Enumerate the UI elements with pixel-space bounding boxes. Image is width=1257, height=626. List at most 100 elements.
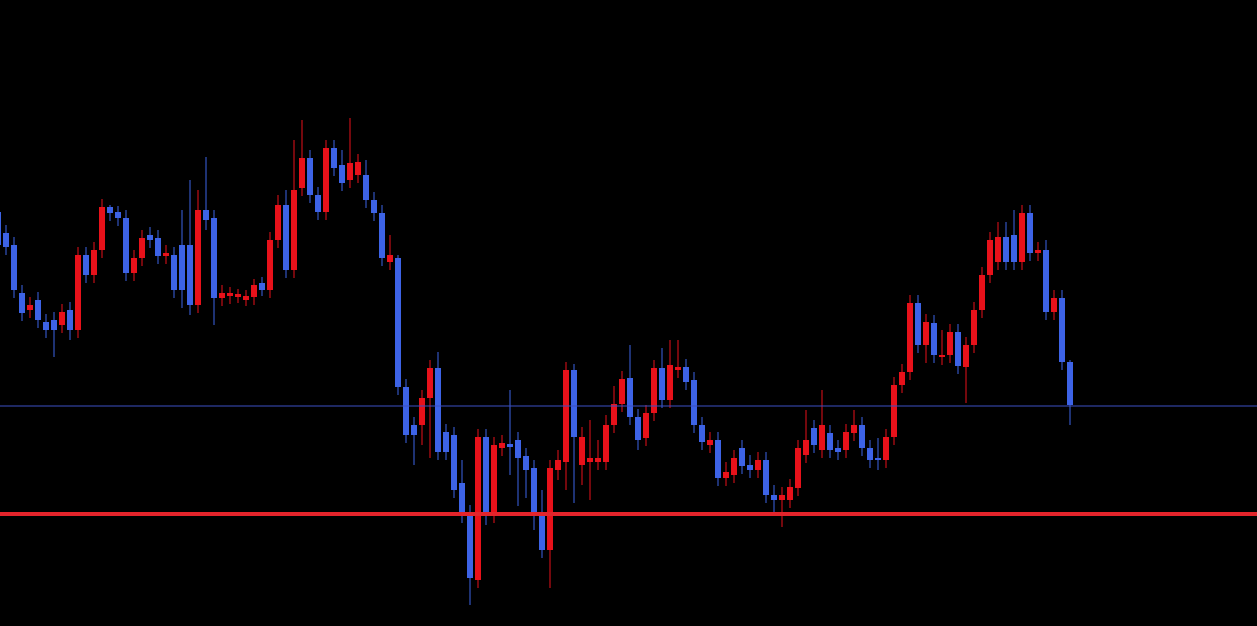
candle-body xyxy=(275,205,281,240)
candle-body xyxy=(699,425,705,442)
candle-body xyxy=(99,207,105,250)
candle-body xyxy=(531,468,537,512)
candle-body xyxy=(915,303,921,345)
candle-body xyxy=(1011,235,1017,262)
candle-body xyxy=(403,387,409,435)
candle-body xyxy=(459,483,465,515)
candle-body xyxy=(971,310,977,345)
candle-body xyxy=(43,322,49,330)
candle-body xyxy=(875,458,881,460)
candle-body xyxy=(659,368,665,400)
candle-body xyxy=(419,398,425,425)
candle-body xyxy=(635,417,641,440)
candle-body xyxy=(283,205,289,270)
candle-body xyxy=(827,433,833,450)
candle-body xyxy=(1035,250,1041,253)
candle-body xyxy=(171,255,177,290)
candle-body xyxy=(563,370,569,462)
candle-body xyxy=(795,448,801,488)
candle-body xyxy=(411,425,417,435)
candle-body xyxy=(363,175,369,200)
candle-body xyxy=(675,367,681,370)
candle-body xyxy=(67,310,73,330)
candle-body xyxy=(619,379,625,404)
candle-body xyxy=(1027,213,1033,253)
candle-body xyxy=(923,322,929,345)
candle-body xyxy=(899,372,905,385)
candle-body xyxy=(555,460,561,470)
candle-body xyxy=(139,238,145,258)
candle-body xyxy=(779,495,785,500)
candle-body xyxy=(395,258,401,387)
candle-body xyxy=(339,165,345,183)
candle-body xyxy=(427,368,433,398)
candle-body xyxy=(571,370,577,437)
candle-body xyxy=(387,255,393,262)
candle-body xyxy=(523,456,529,470)
candle-body xyxy=(323,148,329,212)
candle-body xyxy=(371,200,377,213)
candle-body xyxy=(515,440,521,458)
candle-body xyxy=(643,413,649,438)
candle-body xyxy=(35,300,41,320)
candle-body xyxy=(331,148,337,168)
candle-body xyxy=(755,460,761,470)
candle-body xyxy=(667,365,673,400)
candle-body xyxy=(259,283,265,290)
candle-body xyxy=(987,240,993,275)
candle-body xyxy=(603,425,609,462)
candle-body xyxy=(435,368,441,452)
candle-body xyxy=(75,255,81,330)
candle-body xyxy=(947,332,953,355)
candle-body xyxy=(907,303,913,372)
candle-body xyxy=(507,444,513,447)
candle-body xyxy=(835,448,841,452)
candle-body xyxy=(307,158,313,195)
candle-body xyxy=(979,275,985,310)
candle-body xyxy=(123,218,129,273)
candle-body xyxy=(611,404,617,425)
candle-body xyxy=(315,195,321,212)
candle-body xyxy=(475,437,481,580)
candle-body xyxy=(211,218,217,298)
candle-body xyxy=(963,345,969,367)
candle-body xyxy=(787,487,793,500)
candle-body xyxy=(883,437,889,460)
candle-body xyxy=(155,238,161,256)
candle-body xyxy=(451,435,457,490)
candle-body xyxy=(195,210,201,305)
candle-body xyxy=(107,207,113,213)
candle-body xyxy=(203,210,209,220)
candle-body xyxy=(131,258,137,273)
candle-body xyxy=(739,448,745,466)
candle-body xyxy=(579,437,585,465)
candle-body xyxy=(539,512,545,550)
candle-body xyxy=(1003,237,1009,262)
candle-body xyxy=(491,445,497,515)
candle-body xyxy=(27,305,33,310)
candle-body xyxy=(299,158,305,188)
candle-body xyxy=(91,250,97,275)
candle-body xyxy=(291,190,297,270)
candle-body xyxy=(51,320,57,330)
candle-body xyxy=(443,432,449,452)
candle-body xyxy=(163,253,169,256)
candle-body xyxy=(499,443,505,448)
candle-body xyxy=(83,255,89,275)
candle-body xyxy=(627,378,633,417)
candle-body xyxy=(355,162,361,175)
candle-body xyxy=(235,294,241,297)
candle-body xyxy=(803,440,809,455)
candle-body xyxy=(1019,213,1025,262)
candle-body xyxy=(147,235,153,240)
candle-body xyxy=(1067,362,1073,405)
candle-body xyxy=(819,425,825,450)
candle-body xyxy=(723,472,729,478)
candle-body xyxy=(483,437,489,515)
candle-body xyxy=(1051,298,1057,312)
candle-body xyxy=(1059,298,1065,362)
candle-body xyxy=(219,293,225,298)
candle-body xyxy=(379,213,385,258)
candle-body xyxy=(179,245,185,290)
candle-body xyxy=(843,432,849,450)
